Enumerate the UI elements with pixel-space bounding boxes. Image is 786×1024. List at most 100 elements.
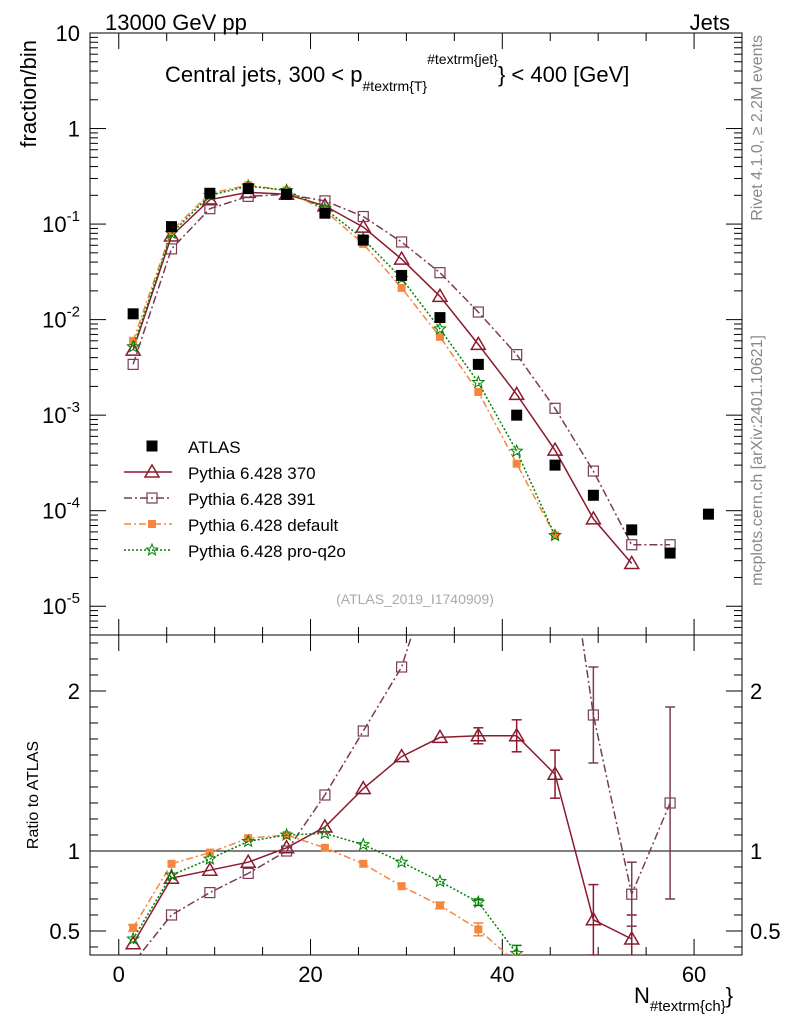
- series-1-ratio-point: [280, 845, 293, 857]
- y-tick-label: 1: [68, 117, 80, 142]
- y-tick-label: 10: [56, 21, 80, 46]
- atlas-data-point: [434, 312, 446, 324]
- title-sub: #textrm{T}: [363, 78, 428, 94]
- series-0-ratio-point: [354, 780, 372, 795]
- legend-entry-series-2: Pythia 6.428 default: [124, 516, 339, 535]
- series-1-point: [587, 465, 599, 477]
- series-3-point: [432, 321, 447, 335]
- series-0-point: [508, 385, 525, 401]
- series-0-ratio-point: [508, 727, 525, 742]
- atlas-data-point: [319, 207, 331, 219]
- atlas-data-point: [472, 358, 484, 370]
- legend-marker: [143, 463, 161, 478]
- series-2-ratio-point: [167, 859, 176, 868]
- series-2-ratio-point: [359, 859, 368, 868]
- series-3-point: [126, 339, 141, 353]
- series-3-ratio-point: [394, 854, 409, 869]
- series-3-ratio-line: [132, 832, 520, 955]
- y-tick-label: 10-1: [42, 208, 80, 237]
- series-3-ratio-point: [432, 874, 447, 888]
- ratio-y-tick-label-right: 1: [750, 839, 762, 864]
- series-3-point: [471, 375, 486, 389]
- ratio-y-tick-label: 2: [68, 679, 80, 704]
- series-0-ratio-point: [431, 728, 449, 744]
- series-1-ratio-point: [626, 888, 638, 900]
- ratio-y-tick-label: 1: [68, 839, 80, 864]
- series-2-point: [474, 387, 483, 396]
- series-3-ratio-point: [279, 827, 294, 841]
- series-1-line: [132, 193, 671, 546]
- series-2-ratio-point: [474, 925, 483, 934]
- ratio-series-group: [124, 635, 676, 955]
- series-1-point: [319, 195, 331, 207]
- series-0-ratio-point: [585, 911, 602, 926]
- atlas-data-point: [702, 508, 714, 520]
- legend-entry-series-3: Pythia 6.428 pro-q2o: [124, 542, 346, 561]
- x-tick-label: 60: [682, 962, 706, 987]
- atlas-data-point: [204, 187, 216, 199]
- series-0-line: [132, 191, 633, 564]
- series-3-point: [548, 528, 563, 542]
- y-tick-label: 10-4: [42, 495, 80, 524]
- legend-entry-series-0: Pythia 6.428 370: [124, 463, 316, 483]
- atlas-data-point: [281, 188, 293, 200]
- series-3-point: [509, 443, 524, 458]
- legend-marker-atlas: [146, 440, 158, 452]
- plot-frame-bottom: [89, 634, 743, 956]
- atlas-data-point: [587, 489, 599, 501]
- y-tick-label: 10-5: [42, 590, 80, 619]
- series-0-ratio-point: [393, 748, 410, 763]
- series-3-ratio-point: [509, 946, 524, 955]
- series-1-point: [357, 210, 369, 223]
- atlas-data-point: [396, 269, 408, 281]
- series-1-point: [511, 349, 523, 361]
- series-0-ratio-point: [470, 727, 487, 742]
- legend-marker: [146, 492, 158, 504]
- x-label-main: N: [634, 983, 650, 1008]
- ratio-y-tick-label-right: 2: [750, 679, 762, 704]
- legend-label: Pythia 6.428 391: [188, 490, 316, 509]
- series-0-ratio-point: [239, 853, 257, 868]
- legend-label-atlas: ATLAS: [188, 438, 241, 457]
- atlas-data-point: [511, 409, 523, 421]
- main-series-group: [124, 178, 714, 570]
- legend: ATLAS Pythia 6.428 370 Pythia 6.428 391 Pyt…: [124, 438, 346, 561]
- x-label-sub: #textrm{ch}: [650, 998, 726, 1015]
- atlas-data-point: [549, 459, 561, 471]
- series-0-ratio-point: [316, 818, 334, 833]
- legend-entry-atlas: ATLAS: [146, 438, 241, 457]
- series-1-ratio-point: [396, 661, 408, 673]
- series-1-point: [549, 402, 561, 414]
- legend-entry-series-1: Pythia 6.428 391: [124, 490, 316, 509]
- chart-title: Central jets, 300 < p#textrm{T} #textrm{j…: [165, 51, 629, 94]
- series-1-point: [626, 539, 638, 551]
- series-2-point: [435, 332, 444, 341]
- legend-marker: [148, 520, 156, 528]
- x-axis-label: N#textrm{ch}}: [634, 983, 733, 1015]
- y-tick-label: 10-2: [42, 304, 80, 333]
- header-left: 13000 GeV pp: [105, 10, 247, 35]
- side-text-bottom: mcplots.cern.ch [arXiv:2401.10621]: [749, 335, 766, 586]
- atlas-data-point: [166, 221, 177, 233]
- y-axis-label-top: fraction/bin: [16, 40, 41, 148]
- series-0-point: [124, 341, 142, 356]
- series-2-point: [397, 283, 406, 292]
- title-post: } < 400 [GeV]: [498, 62, 629, 87]
- title-pre: Central jets, 300 < p: [165, 62, 363, 87]
- legend-marker: [144, 542, 160, 556]
- series-1-ratio-point: [664, 797, 676, 809]
- series-2-point: [551, 531, 560, 540]
- series-3-ratio-point: [202, 851, 217, 865]
- series-1-point: [472, 306, 484, 318]
- series-3-line: [132, 185, 556, 536]
- legend-label: Pythia 6.428 pro-q2o: [188, 542, 346, 561]
- series-0-point: [546, 441, 564, 456]
- y-tick-label: 10-3: [42, 399, 80, 428]
- side-text-top: Rivet 4.1.0, ≥ 2.2M events: [749, 35, 766, 221]
- atlas-data-point: [127, 308, 139, 320]
- x-tick-label: 40: [490, 962, 514, 987]
- series-0-ratio-line: [132, 735, 633, 945]
- y-axis-label-bottom: Ratio to ATLAS: [25, 741, 42, 849]
- series-0-point: [431, 287, 449, 303]
